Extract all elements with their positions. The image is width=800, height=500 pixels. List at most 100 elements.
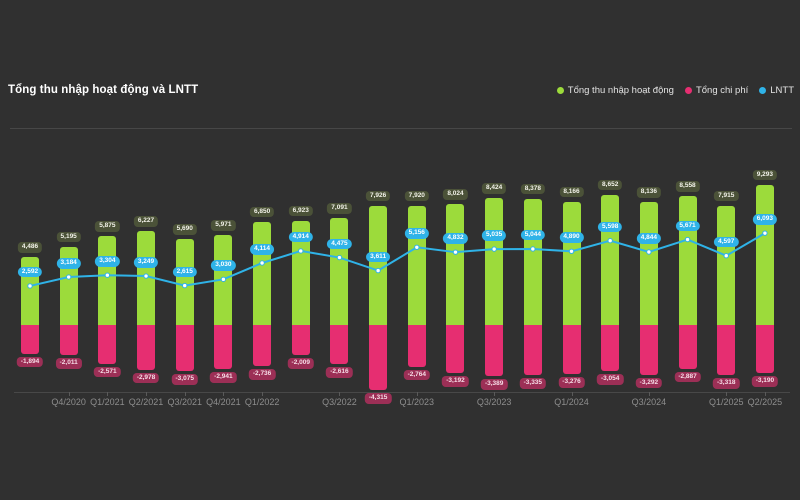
x-axis-tick <box>107 392 109 396</box>
x-axis-tick <box>146 392 148 396</box>
expense-data-label: -3,318 <box>713 378 740 389</box>
expense-data-label: -2,616 <box>326 367 353 378</box>
x-axis-tick <box>648 392 650 396</box>
bar-income[interactable] <box>253 221 272 325</box>
bar-income[interactable] <box>639 202 658 325</box>
bar-income[interactable] <box>678 196 697 325</box>
expense-data-label: -2,941 <box>210 372 237 383</box>
income-data-label: 8,378 <box>520 183 545 195</box>
x-axis-label: Q2/2025 <box>747 397 783 407</box>
bar-expense[interactable] <box>485 325 504 377</box>
legend-label: LNTT <box>770 85 794 96</box>
lntt-data-label: 3,249 <box>133 257 159 268</box>
bar-income[interactable] <box>523 198 542 325</box>
lntt-data-label: 5,044 <box>520 229 545 241</box>
lntt-data-label: 4,890 <box>559 232 584 243</box>
x-axis-tick <box>571 392 573 396</box>
bar-income[interactable] <box>601 194 620 325</box>
bar-income[interactable] <box>330 218 349 325</box>
legend-item[interactable]: Tổng chi phí <box>684 85 748 96</box>
x-axis-tick <box>764 392 766 396</box>
income-data-label: 8,652 <box>598 179 623 191</box>
income-data-label: 6,227 <box>133 216 159 227</box>
bar-income[interactable] <box>98 236 117 325</box>
x-axis-label: Q1/2025 <box>708 397 744 407</box>
income-data-label: 6,923 <box>288 205 313 217</box>
bar-income[interactable] <box>407 205 426 325</box>
bar-expense[interactable] <box>253 325 272 367</box>
lntt-data-label: 4,475 <box>327 238 352 250</box>
x-axis-tick <box>262 392 264 396</box>
bar-expense[interactable] <box>21 325 39 354</box>
lntt-data-label: 3,184 <box>56 258 81 269</box>
bar-income[interactable] <box>137 231 156 325</box>
bar-expense[interactable] <box>523 325 542 376</box>
bar-income[interactable] <box>214 235 233 325</box>
income-data-label: 7,920 <box>404 190 429 202</box>
bar-expense[interactable] <box>639 325 658 375</box>
bar-income[interactable] <box>175 239 194 325</box>
bar-expense[interactable] <box>755 325 774 374</box>
bar-expense[interactable] <box>98 325 117 364</box>
income-data-label: 6,850 <box>249 206 275 218</box>
x-axis-label: Q3/2022 <box>322 397 357 407</box>
expense-data-label: -2,764 <box>403 369 431 381</box>
lntt-data-label: 4,597 <box>714 236 739 248</box>
x-axis-tick <box>494 392 496 396</box>
lntt-data-label: 5,035 <box>482 230 507 241</box>
income-data-label: 5,875 <box>95 221 120 232</box>
bar-income[interactable] <box>717 205 736 325</box>
bar-expense[interactable] <box>137 325 156 370</box>
x-axis-label: Q3/2021 <box>167 397 202 407</box>
lntt-data-label: 3,304 <box>95 256 120 267</box>
bar-income[interactable] <box>562 201 581 325</box>
bar-expense[interactable] <box>562 325 581 375</box>
legend-dot-icon <box>759 87 767 94</box>
legend: Tổng thu nhập hoạt động Tổng chi phí LNTT <box>556 85 794 96</box>
expense-data-label: -4,315 <box>364 393 392 404</box>
bar-income[interactable] <box>755 184 774 325</box>
x-axis-tick <box>68 392 70 396</box>
lntt-data-label: 4,832 <box>443 233 468 244</box>
bar-expense[interactable] <box>59 325 78 356</box>
bar-income[interactable] <box>485 198 504 325</box>
income-data-label: 5,971 <box>211 220 236 231</box>
lntt-data-label: 3,030 <box>211 260 236 271</box>
bar-expense[interactable] <box>175 325 194 372</box>
bar-income[interactable] <box>369 205 388 325</box>
bar-expense[interactable] <box>369 325 388 391</box>
x-axis-label: Q1/2022 <box>244 397 280 407</box>
expense-data-label: -2,571 <box>94 366 121 378</box>
bar-expense[interactable] <box>291 325 310 356</box>
income-data-label: 8,024 <box>443 189 468 200</box>
bar-expense[interactable] <box>717 325 736 375</box>
expense-data-label: -2,736 <box>248 369 276 380</box>
x-axis-label: Q1/2021 <box>90 397 125 407</box>
bar-expense[interactable] <box>678 325 697 369</box>
bar-expense[interactable] <box>446 325 465 374</box>
legend-item[interactable]: Tổng thu nhập hoạt động <box>556 85 674 96</box>
expense-data-label: -3,190 <box>751 376 779 387</box>
income-data-label: 9,293 <box>752 169 778 181</box>
income-data-label: 8,558 <box>675 181 700 192</box>
expense-data-label: -3,335 <box>519 378 547 389</box>
income-data-label: 5,195 <box>56 231 81 243</box>
expense-data-label: -3,075 <box>171 374 198 385</box>
expense-data-label: -3,276 <box>558 377 585 388</box>
expense-data-label: -2,011 <box>55 358 82 369</box>
income-data-label: 7,091 <box>327 203 352 214</box>
x-axis-tick <box>416 392 418 396</box>
income-data-label: 5,690 <box>172 224 197 235</box>
x-axis-label: Q4/2021 <box>206 397 241 407</box>
bar-expense[interactable] <box>601 325 620 372</box>
lntt-data-label: 3,611 <box>366 251 391 263</box>
legend-item[interactable]: LNTT <box>759 85 794 96</box>
lntt-data-label: 4,114 <box>250 244 275 255</box>
expense-data-label: -3,192 <box>442 376 469 387</box>
bar-expense[interactable] <box>407 325 426 367</box>
expense-data-label: -2,009 <box>287 358 314 369</box>
x-axis-line <box>14 392 790 393</box>
bar-expense[interactable] <box>330 325 349 365</box>
bar-expense[interactable] <box>214 325 233 370</box>
bar-income[interactable] <box>446 204 465 325</box>
